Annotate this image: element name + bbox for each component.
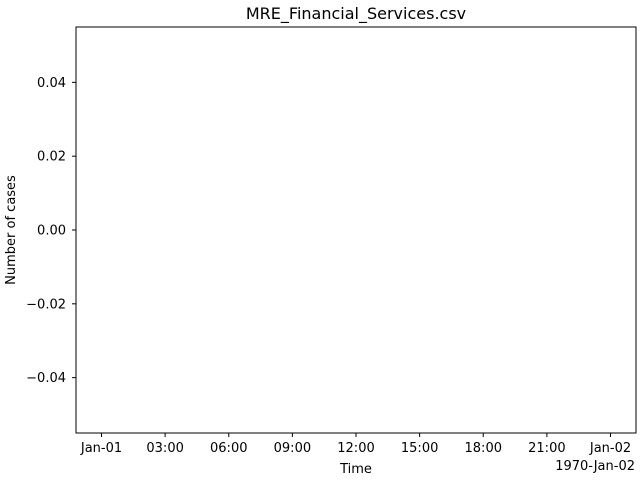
y-tick-label: 0.04: [37, 76, 66, 91]
x-axis-ticks: Jan-01 03:00 06:00 09:00 12:00 15:00 18:00 21:0…: [80, 433, 631, 456]
x-tick-label: Jan-02: [589, 441, 631, 456]
x-axis-label: Time: [339, 462, 372, 477]
y-tick-label: −0.02: [26, 297, 66, 312]
x-tick-label: 09:00: [274, 441, 311, 456]
x-tick-label: 06:00: [210, 441, 247, 456]
x-tick-label: 15:00: [401, 441, 438, 456]
x-tick-label: 03:00: [146, 441, 183, 456]
y-axis-ticks: 0.04 0.02 0.00 −0.02 −0.04: [26, 76, 76, 386]
x-tick-label: 12:00: [337, 441, 374, 456]
x-tick-label: 18:00: [465, 441, 502, 456]
y-tick-label: 0.00: [37, 224, 66, 239]
chart-title: MRE_Financial_Services.csv: [246, 4, 466, 24]
y-tick-label: 0.02: [37, 150, 66, 165]
y-tick-label: −0.04: [26, 371, 66, 386]
y-axis-label: Number of cases: [4, 175, 19, 285]
x-axis-offset-label: 1970-Jan-02: [555, 459, 635, 474]
x-tick-label: 21:00: [528, 441, 565, 456]
x-tick-label: Jan-01: [80, 441, 122, 456]
